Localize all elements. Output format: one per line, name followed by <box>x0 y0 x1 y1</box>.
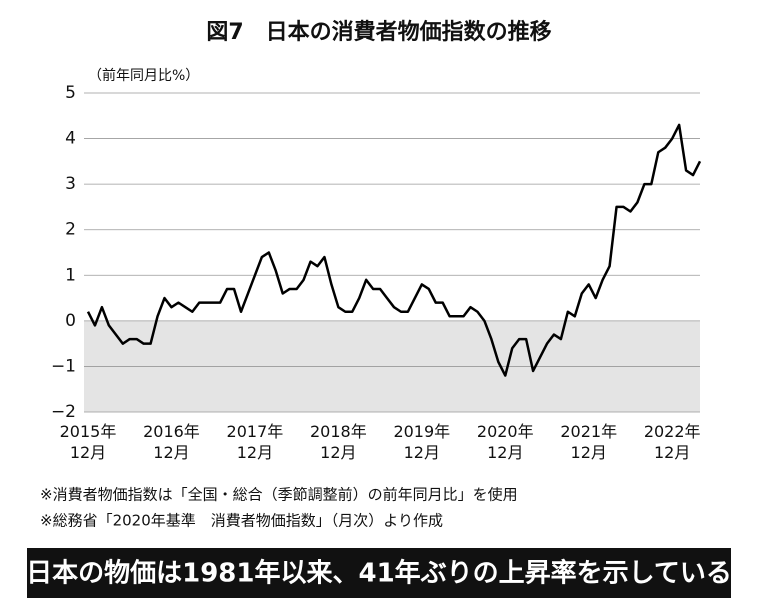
y-tick-label: 1 <box>65 265 76 285</box>
x-tick-label: 2021年 12月 <box>560 422 617 462</box>
y-tick-label: −2 <box>51 402 76 422</box>
chart-title: 図7 日本の消費者物価指数の推移 <box>206 19 551 45</box>
y-tick-label: −1 <box>51 356 76 376</box>
x-tick-label: 2015年 12月 <box>60 422 117 462</box>
note: ※消費者物価指数は「全国・総合（季節調整前）の前年同月比」を使用 <box>40 486 518 504</box>
y-tick-label: 5 <box>65 83 76 103</box>
x-tick-label: 2016年 12月 <box>143 422 200 462</box>
banner: 日本の物価は1981年以来、41年ぶりの上昇率を示している <box>26 558 732 589</box>
x-tick-label: 2020年 12月 <box>477 422 534 462</box>
y-tick-label: 4 <box>65 129 76 149</box>
y-tick-label: 3 <box>65 174 76 194</box>
line <box>86 123 702 377</box>
y-tick-label: 2 <box>65 220 76 240</box>
x-tick-label: 2022年 12月 <box>644 422 701 462</box>
note: ※総務省「2020年基準 消費者物価指数」（月次）より作成 <box>40 512 443 530</box>
y-axis-label: （前年同月比%） <box>88 67 199 84</box>
banner-box <box>27 548 731 598</box>
x-tick-label: 2019年 12月 <box>393 422 450 462</box>
x-tick-label: 2018年 12月 <box>310 422 367 462</box>
x-tick-label: 2017年 12月 <box>227 422 284 462</box>
y-tick-label: 0 <box>65 311 76 331</box>
